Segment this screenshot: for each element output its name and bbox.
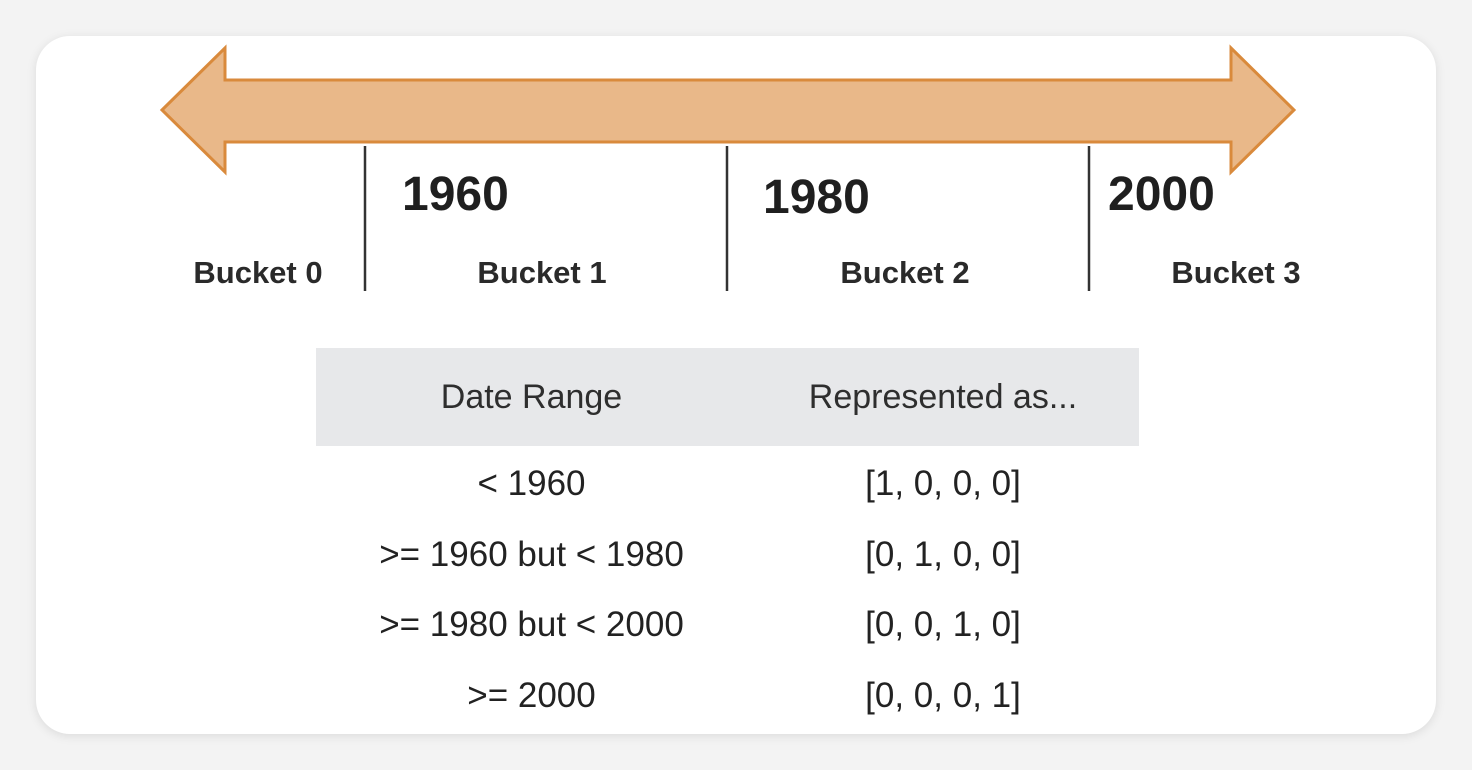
- year-label-1960: 1960: [402, 168, 509, 221]
- cell-date-range: >= 2000: [467, 675, 596, 715]
- table-row: >= 1960 but < 1980 [0, 1, 0, 0]: [316, 520, 1139, 591]
- cell-encoding: [0, 0, 1, 0]: [865, 605, 1021, 645]
- cell-encoding: [0, 1, 0, 0]: [865, 534, 1021, 574]
- table-row: >= 1980 but < 2000 [0, 0, 1, 0]: [316, 590, 1139, 661]
- cell-date-range: >= 1980 but < 2000: [379, 605, 684, 645]
- cell-date-range: >= 1960 but < 1980: [379, 534, 684, 574]
- cell-encoding: [0, 0, 0, 1]: [865, 675, 1021, 715]
- timeline-diagram: 1960 1980 2000 Bucket 0 Bucket 1 Bucket …: [159, 44, 1301, 291]
- year-label-2000: 2000: [1108, 168, 1215, 221]
- header-represented-as: Represented as...: [808, 377, 1078, 416]
- bucket-label-0: Bucket 0: [193, 255, 322, 290]
- encoding-table: Date Range Represented as... < 1960 [1, …: [316, 348, 1139, 731]
- bucket-label-3: Bucket 3: [1171, 255, 1300, 290]
- year-label-1980: 1980: [763, 171, 870, 224]
- bucket-label-2: Bucket 2: [840, 255, 969, 290]
- table-header: Date Range Represented as...: [316, 348, 1139, 446]
- table-row: >= 2000 [0, 0, 0, 1]: [316, 661, 1139, 732]
- double-headed-arrow: [159, 44, 1297, 176]
- bucket-label-1: Bucket 1: [477, 255, 606, 290]
- table-row: < 1960 [1, 0, 0, 0]: [316, 449, 1139, 520]
- cell-encoding: [1, 0, 0, 0]: [865, 464, 1021, 504]
- cell-date-range: < 1960: [477, 464, 586, 504]
- header-date-range: Date Range: [440, 377, 623, 416]
- table-body: < 1960 [1, 0, 0, 0] >= 1960 but < 1980 […: [316, 446, 1139, 731]
